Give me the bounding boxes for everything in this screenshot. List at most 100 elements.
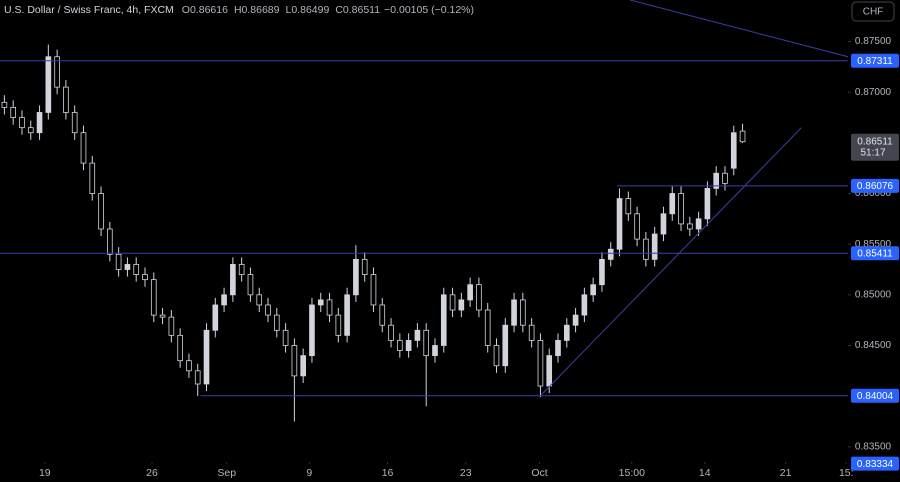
- candle-body: [379, 304, 386, 326]
- ohlc-key: O: [182, 4, 190, 16]
- candle-body: [660, 213, 667, 235]
- candle-body: [230, 264, 236, 296]
- candle-body: [572, 314, 579, 326]
- y-tick-label: 0.87500: [855, 36, 892, 47]
- candle-body: [221, 294, 227, 306]
- candle-body: [63, 86, 69, 113]
- candle-body: [502, 324, 509, 367]
- candle-body: [291, 345, 298, 377]
- plot-area: [0, 0, 849, 464]
- candle-body: [458, 299, 465, 311]
- y-tick-label: 0.86000: [855, 188, 892, 199]
- level-label: 0.84004: [857, 391, 894, 402]
- y-tick-label: 0.85500: [855, 239, 892, 250]
- candle-body: [98, 193, 104, 230]
- candle-body: [45, 56, 52, 113]
- candle-body: [625, 198, 632, 215]
- x-tick-label: 14: [699, 467, 711, 479]
- candle-body: [607, 248, 614, 260]
- candle-body: [107, 228, 113, 255]
- level-label-box: [851, 53, 899, 68]
- x-tick-label: 26: [146, 467, 158, 479]
- candle-body: [432, 345, 438, 357]
- candle-body: [713, 172, 720, 189]
- candle-body: [115, 253, 122, 270]
- candle-body: [168, 316, 175, 336]
- x-tick-label: Oct: [531, 467, 547, 479]
- candle-body: [124, 264, 131, 270]
- candle-body: [159, 314, 166, 318]
- candle-body: [555, 340, 561, 357]
- level-label-box: [851, 178, 899, 193]
- candle-body: [212, 304, 219, 331]
- price-axis: 19 26 Sep 9 16 23 Oct 15:00 14 21 15: 0.87500 0.8700…: [39, 36, 899, 479]
- y-tick-label: 0.83500: [855, 441, 892, 452]
- header: U.S. Dollar / Swiss Franc, 4h, FXCM O 0.86…: [4, 4, 474, 16]
- candle-body: [194, 370, 201, 385]
- candle-body: [247, 274, 254, 296]
- candle-body: [528, 324, 535, 341]
- currency-button[interactable]: [851, 1, 895, 22]
- y-tick-label: 0.87000: [855, 87, 892, 98]
- candle-body: [704, 188, 711, 220]
- candle-body: [643, 238, 649, 260]
- candle-body: [581, 294, 588, 316]
- candle-body: [370, 274, 377, 306]
- candle-body: [238, 264, 245, 275]
- candle-body: [405, 340, 412, 351]
- candle-body: [142, 274, 148, 281]
- candle-body: [186, 360, 192, 372]
- ohlc-value: 0.86689: [242, 4, 280, 16]
- x-tick-label: 23: [460, 467, 472, 479]
- countdown: 51:17: [860, 147, 885, 158]
- candle-body: [361, 258, 368, 275]
- y-tick-label: 0.85000: [855, 289, 892, 300]
- candle-body: [722, 172, 728, 184]
- candle-body: [414, 329, 421, 341]
- ohlc-key: C: [335, 4, 343, 16]
- level-label: 0.87311: [857, 56, 893, 67]
- candle-body: [335, 314, 342, 336]
- candle-body: [634, 213, 640, 240]
- chart-title: U.S. Dollar / Swiss Franc, 4h, FXCM: [4, 4, 174, 16]
- last-price-label: 0.86511: [857, 136, 893, 147]
- x-tick-label: 9: [306, 467, 312, 479]
- candle-body: [54, 56, 60, 88]
- trendline: [540, 127, 802, 397]
- candle-body: [687, 223, 693, 230]
- candle-body: [300, 355, 306, 377]
- candle-body: [19, 117, 25, 129]
- currency-button-label[interactable]: CHF: [863, 7, 884, 18]
- candle-body: [493, 345, 500, 367]
- trendline: [629, 0, 849, 58]
- candle-body: [599, 258, 605, 286]
- x-tick-label: 19: [39, 467, 51, 479]
- candle-body: [397, 340, 403, 351]
- candle-body: [484, 309, 491, 346]
- candle-body: [150, 279, 157, 316]
- candle-body: [563, 324, 570, 341]
- candle-body: [1, 101, 8, 108]
- candle-body: [353, 258, 359, 296]
- candle-body: [71, 112, 78, 134]
- candle-body: [256, 294, 263, 306]
- level-label: 0.85411: [857, 248, 893, 259]
- axis-price-label: 0.83334: [857, 459, 894, 470]
- candle-body: [669, 193, 676, 215]
- x-tick-label: 15:00: [619, 467, 645, 479]
- candle-body: [520, 299, 526, 326]
- candle-body: [133, 264, 140, 275]
- candle-body: [203, 329, 210, 385]
- candle-body: [511, 299, 517, 326]
- ohlc-value: 0.86499: [291, 4, 329, 16]
- x-tick-label: Sep: [217, 467, 236, 479]
- candle-body: [388, 324, 394, 341]
- candle-body: [273, 314, 280, 331]
- candle-body: [265, 304, 271, 316]
- candle-body: [590, 284, 596, 296]
- candle-body: [467, 284, 473, 301]
- level-label-box: [851, 388, 899, 403]
